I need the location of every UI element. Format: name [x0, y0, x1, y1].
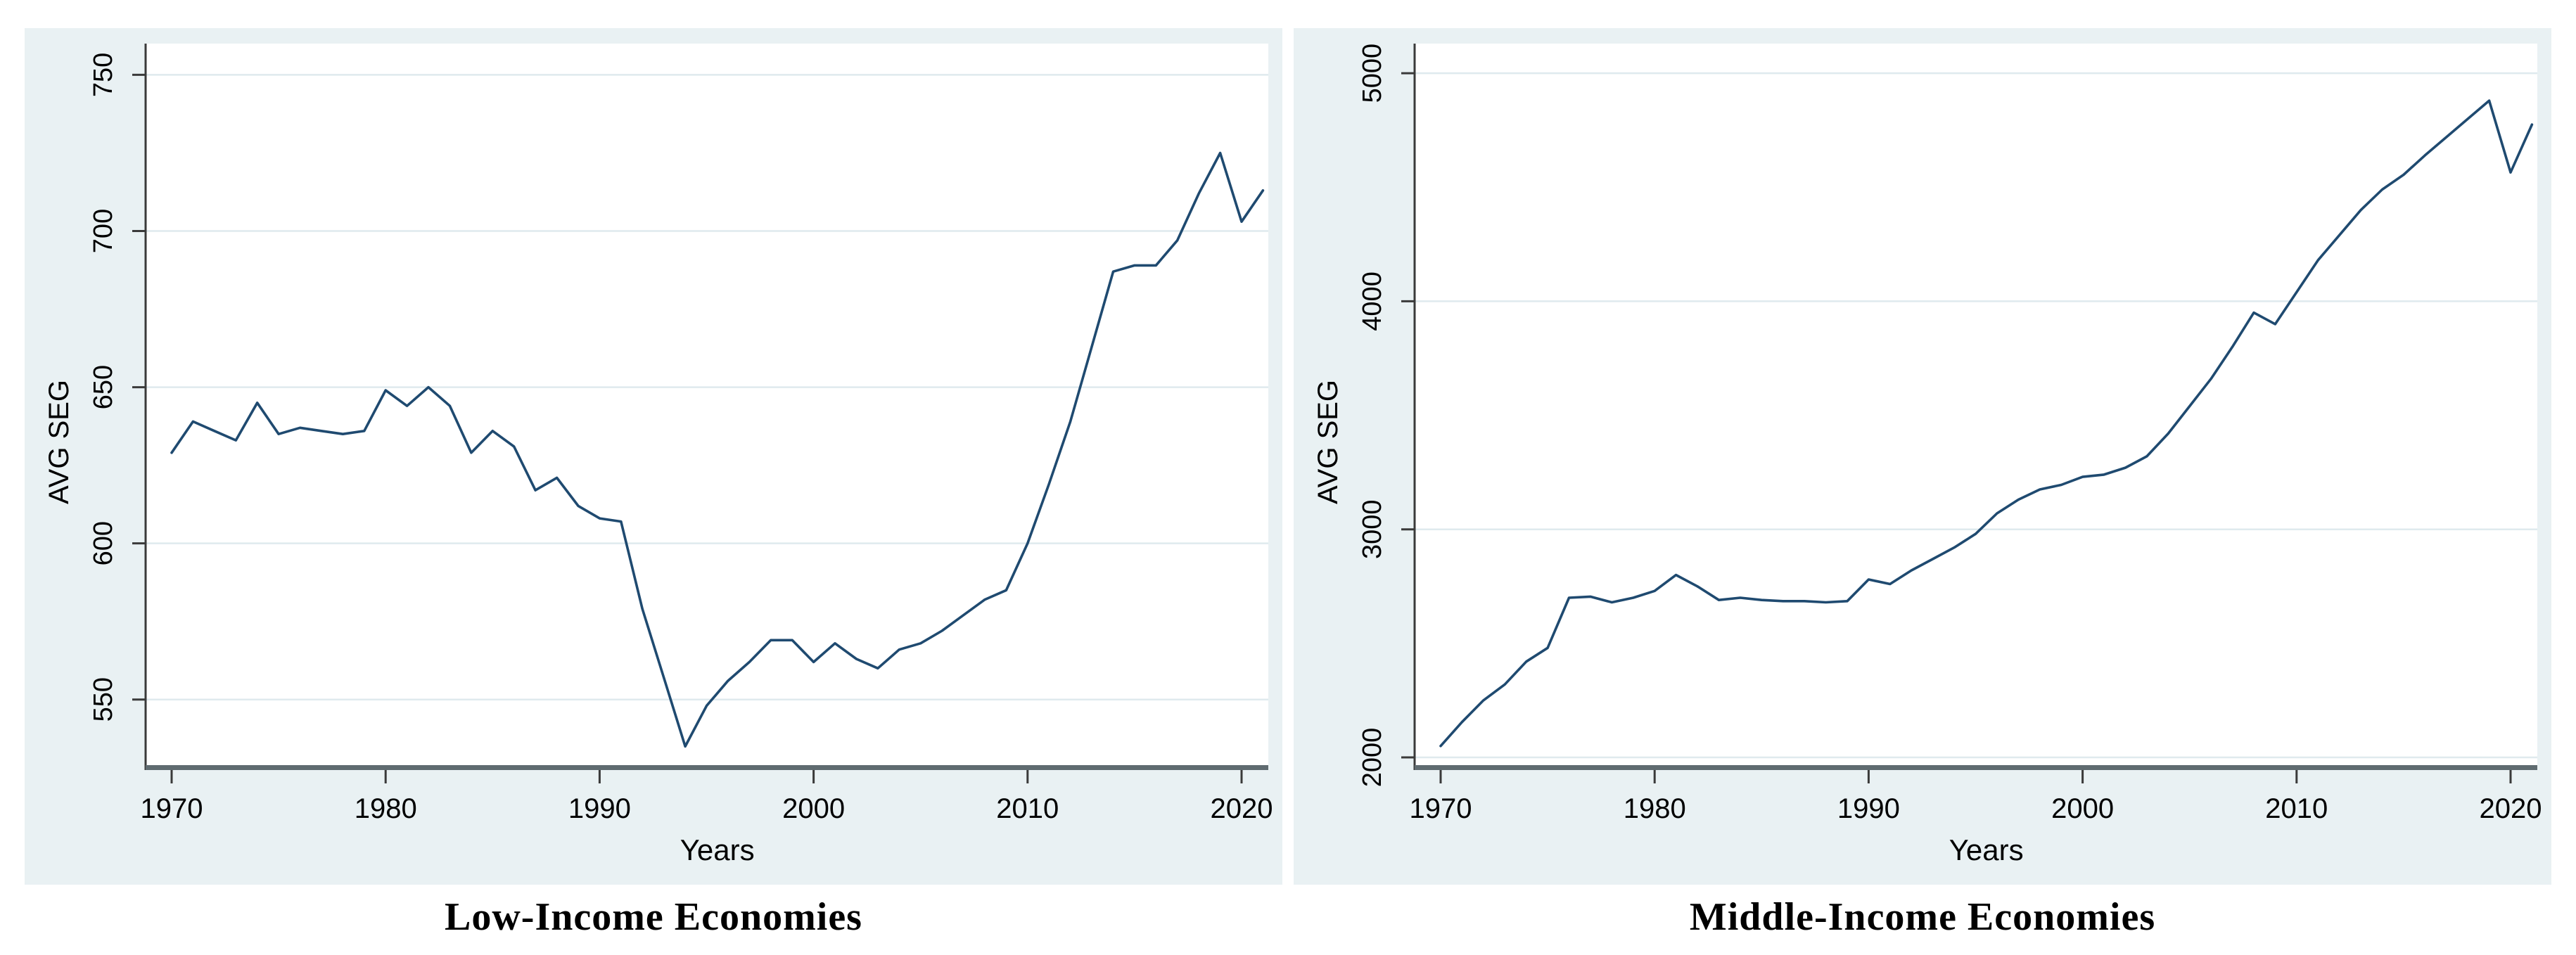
- y-tick-label: 550: [89, 677, 118, 722]
- chart-title-middle-income: Middle-Income Economies: [1689, 895, 2156, 939]
- x-tick-label: 1980: [355, 793, 417, 824]
- series-line: [1439, 99, 2534, 748]
- x-tick-label: 2010: [996, 793, 1059, 824]
- x-axis-line: [1415, 765, 2537, 770]
- x-axis-title: Years: [680, 833, 755, 866]
- y-tick-label: 700: [89, 209, 118, 253]
- x-tick-label: 1970: [141, 793, 203, 824]
- plot-area: [146, 44, 1268, 765]
- x-tick-label: 2010: [2265, 793, 2328, 824]
- y-axis-title: AVG SEG: [1313, 380, 1344, 504]
- series-line: [170, 151, 1265, 748]
- x-tick-label: 2020: [1211, 793, 1273, 824]
- x-tick-label: 1980: [1624, 793, 1686, 824]
- y-tick-label: 4000: [1358, 271, 1387, 331]
- y-tick-label: 600: [89, 521, 118, 565]
- x-tick-label: 1990: [568, 793, 631, 824]
- y-tick-label: 2000: [1358, 728, 1387, 788]
- x-tick-label: 2000: [2051, 793, 2114, 824]
- chart-title-low-income: Low-Income Economies: [445, 895, 862, 939]
- x-tick-label: 2020: [2480, 793, 2542, 824]
- x-axis-title: Years: [1949, 833, 2024, 866]
- chart-panel-low-income: 550 600 650 700 750 1970 1980 1990 2000 2010 2020 Y…: [25, 28, 1282, 885]
- y-axis-title: AVG SEG: [44, 380, 75, 504]
- y-tick-label: 650: [89, 365, 118, 409]
- y-tick-label: 5000: [1358, 44, 1387, 103]
- chart-panel-middle-income: 2000 3000 4000 5000 1970 1980 1990 2000 2010 2020…: [1294, 28, 2551, 885]
- x-tick-label: 1970: [1410, 793, 1472, 824]
- line-chart-low-income: 550 600 650 700 750 1970 1980 1990 2000 2010 2020 Y…: [44, 44, 1273, 866]
- x-tick-label: 1990: [1837, 793, 1900, 824]
- x-tick-label: 2000: [782, 793, 845, 824]
- line-chart-middle-income: 2000 3000 4000 5000 1970 1980 1990 2000 2010 2020…: [1313, 44, 2542, 866]
- plot-area: [1415, 44, 2537, 765]
- y-tick-label: 750: [89, 53, 118, 97]
- y-tick-label: 3000: [1358, 499, 1387, 559]
- x-axis-line: [146, 765, 1268, 770]
